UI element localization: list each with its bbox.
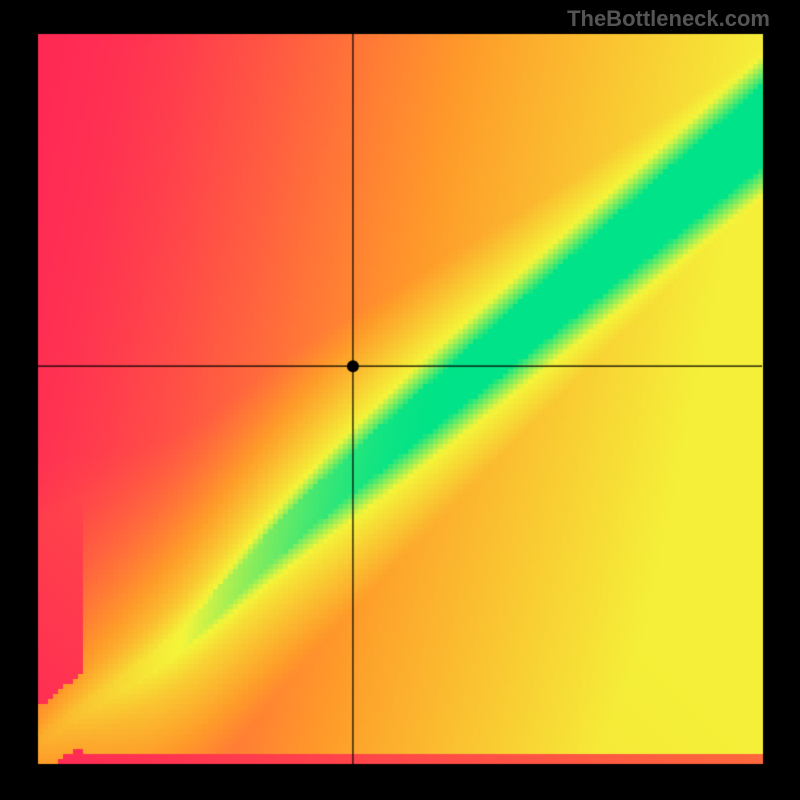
watermark-text: TheBottleneck.com xyxy=(567,6,770,32)
heatmap-canvas xyxy=(0,0,800,800)
chart-container: TheBottleneck.com xyxy=(0,0,800,800)
